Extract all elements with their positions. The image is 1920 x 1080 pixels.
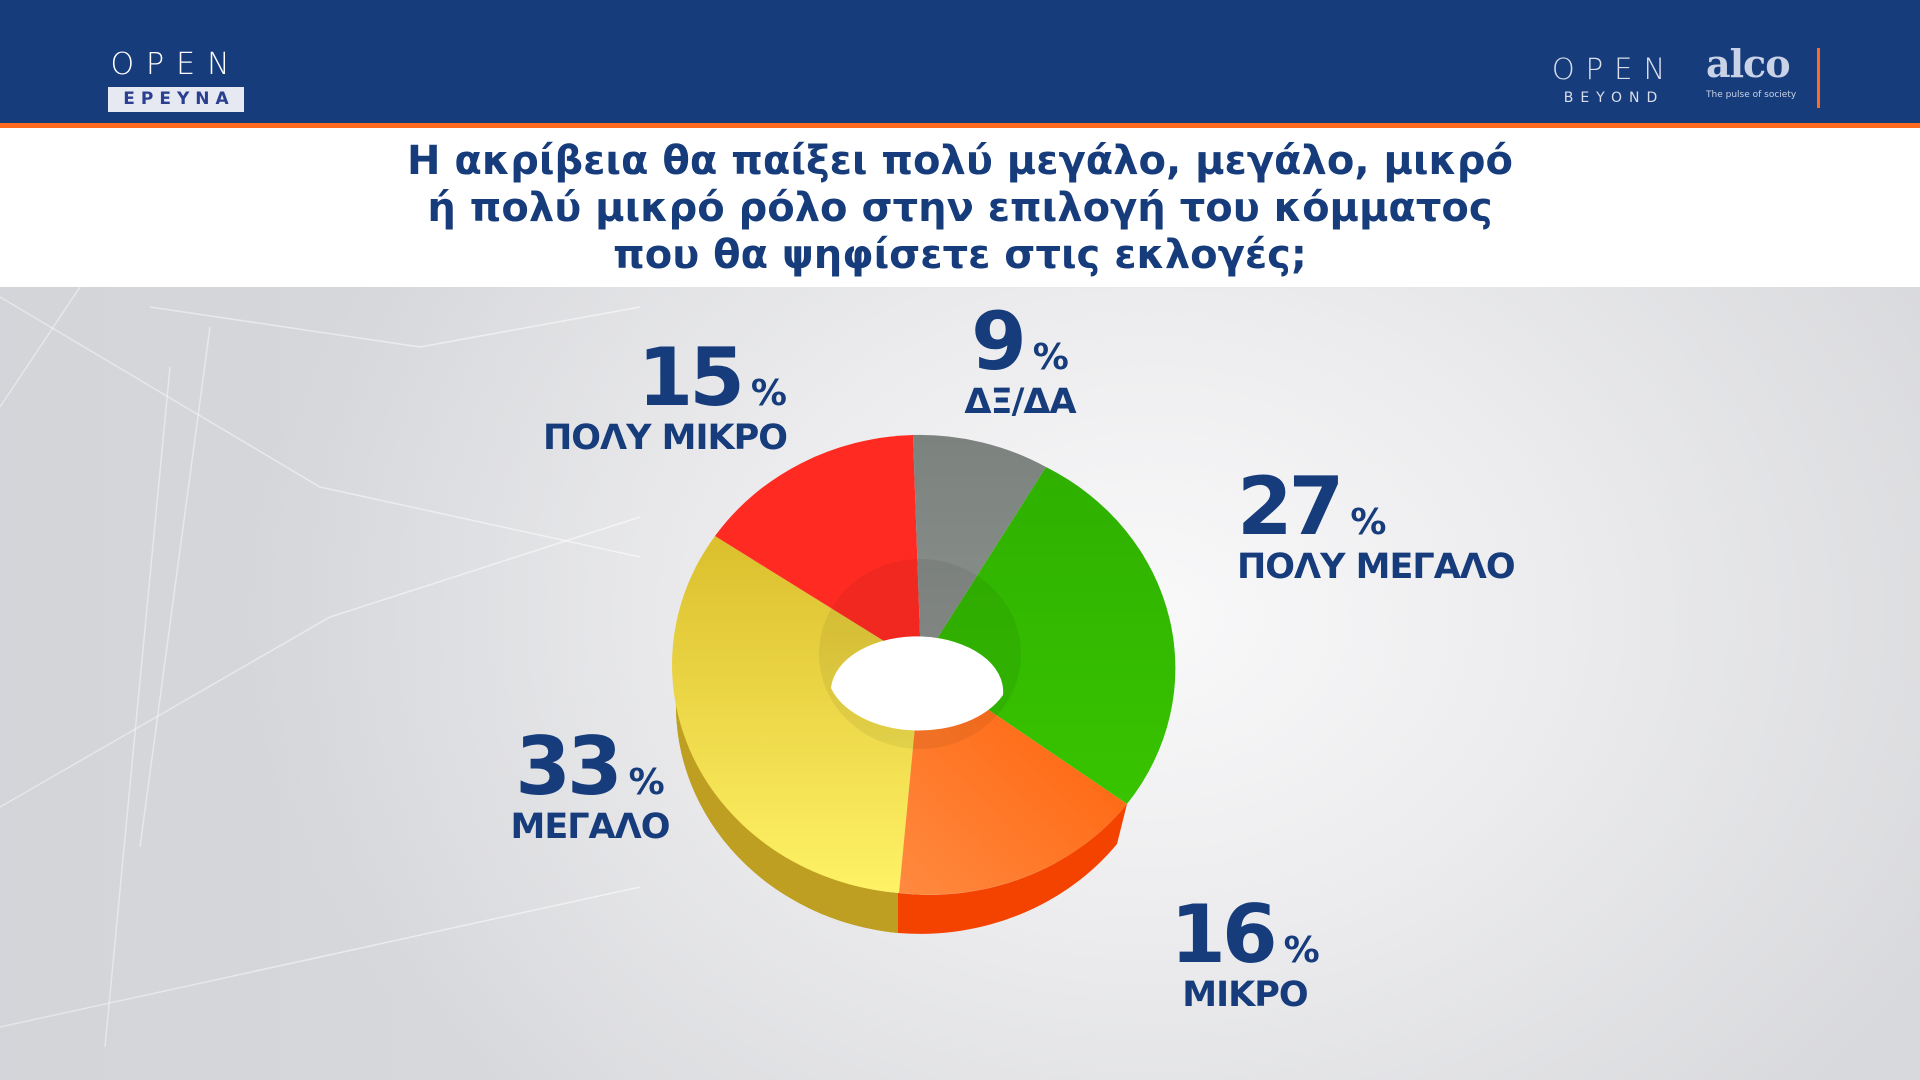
alco-logo: alco The pulse of society	[1706, 41, 1797, 101]
label-dk-na: 9% ΔΞ/ΔΑ	[955, 302, 1085, 423]
alco-logo-word: alco	[1706, 41, 1791, 86]
slice-large	[672, 536, 921, 893]
open-beyond-word: OPEN	[1551, 52, 1677, 86]
category-large: ΜΕΓΑΛΟ	[510, 807, 671, 847]
category-very-small: ΠΟΛΥ ΜΙΚΡΟ	[542, 418, 788, 458]
pct-small: %	[1283, 930, 1320, 971]
donut-hole	[831, 636, 1004, 731]
header-accent-stripe	[0, 123, 1920, 128]
slice-very-large	[921, 467, 1176, 804]
pct-very-large: %	[1350, 502, 1387, 543]
label-small: 16% ΜΙΚΡΟ	[1160, 895, 1330, 1016]
side-wall-small	[898, 804, 1127, 934]
category-dk-na: ΔΞ/ΔΑ	[964, 382, 1076, 422]
erevna-logo-tag: ΕΡΕΥΝΑ	[108, 87, 244, 112]
donut-chart	[672, 434, 1176, 934]
value-very-large: 27	[1237, 460, 1344, 553]
value-very-small: 15	[637, 331, 745, 424]
slice-very-small	[715, 435, 921, 664]
title-line-2: ή πολύ μικρό ρόλο στην επιλογή του κόμμα…	[427, 185, 1493, 231]
open-beyond-sub: BEYOND	[1563, 90, 1665, 106]
title-band	[0, 128, 1920, 287]
label-very-small: 15% ΠΟΛΥ ΜΙΚΡΟ	[525, 338, 788, 459]
category-very-large: ΠΟΛΥ ΜΕΓΑΛΟ	[1237, 547, 1516, 587]
accent-divider	[1817, 48, 1820, 108]
pct-dk-na: %	[1032, 337, 1069, 378]
chart-stage: 15% ΠΟΛΥ ΜΙΚΡΟ 9% ΔΞ/ΔΑ 27% ΠΟΛΥ ΜΕΓΑΛΟ …	[0, 287, 1920, 1080]
slice-dk-na	[913, 434, 1046, 664]
open-logo-word: OPEN	[110, 47, 242, 82]
value-dk-na: 9	[971, 295, 1027, 388]
pct-very-small: %	[750, 373, 787, 414]
title-line-1: Η ακρίβεια θα παίξει πολύ μεγάλο, μεγάλο…	[406, 138, 1513, 184]
open-erevna-logo: OPEN ΕΡΕΥΝΑ	[108, 50, 244, 112]
title-line-3: που θα ψηφίσετε στις εκλογές;	[613, 232, 1307, 278]
label-very-large: 27% ΠΟΛΥ ΜΕΓΑΛΟ	[1237, 467, 1537, 588]
chart-title: Η ακρίβεια θα παίξει πολύ μεγάλο, μεγάλο…	[0, 138, 1920, 279]
pct-large: %	[628, 762, 665, 803]
background-geometric-lines	[0, 287, 641, 1080]
alco-logo-tagline: The pulse of society	[1706, 90, 1797, 100]
value-small: 16	[1170, 888, 1277, 981]
open-beyond-logo: OPEN BEYOND	[1548, 54, 1680, 106]
label-large: 33% ΜΕΓΑΛΟ	[495, 727, 685, 848]
value-large: 33	[515, 720, 622, 813]
category-small: ΜΙΚΡΟ	[1182, 975, 1308, 1015]
header-bar: OPEN ΕΡΕΥΝΑ OPEN BEYOND alco The pulse o…	[0, 0, 1920, 123]
